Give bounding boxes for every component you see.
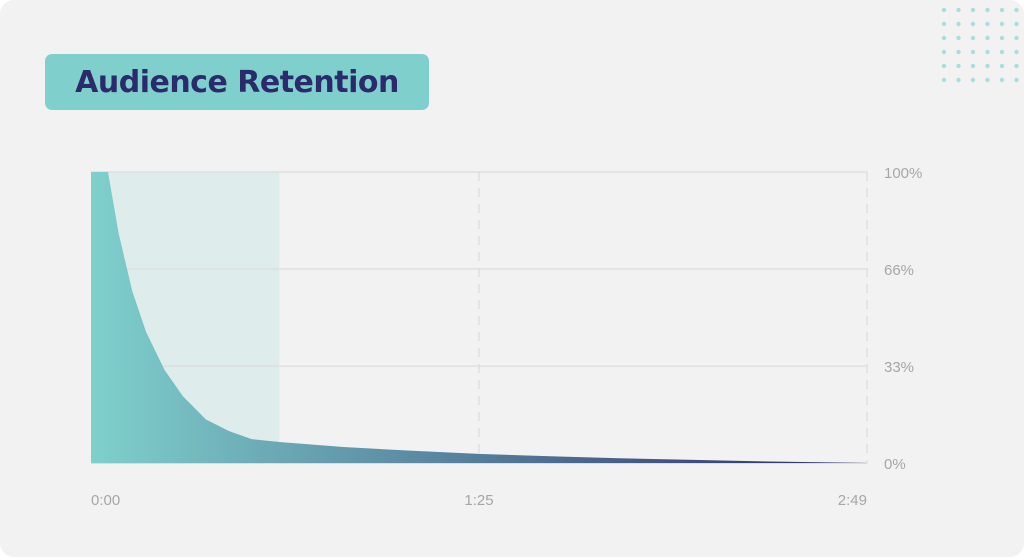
decoration-dot — [985, 21, 990, 27]
decoration-dot — [941, 7, 947, 13]
decoration-dot — [999, 49, 1005, 55]
x-tick-label: 1:25 — [464, 492, 493, 509]
decoration-dot — [985, 63, 990, 69]
decoration-dot — [985, 77, 990, 83]
decoration-dot — [956, 21, 961, 27]
title-badge: Audience Retention — [45, 54, 429, 110]
decoration-dot — [956, 63, 961, 69]
x-tick-label: 2:49 — [838, 492, 867, 509]
decoration-dot — [941, 49, 947, 55]
decoration-dot — [941, 21, 947, 27]
y-tick-label: 0% — [884, 456, 906, 473]
retention-area — [91, 172, 867, 463]
decoration-dot — [999, 35, 1005, 41]
decoration-dot — [970, 49, 976, 55]
decoration-dot — [1014, 77, 1019, 83]
decoration-dot — [956, 7, 961, 13]
decoration-dot — [970, 63, 976, 69]
decoration-dot — [1014, 7, 1019, 13]
decoration-dot — [970, 7, 976, 13]
decoration-dot — [985, 35, 990, 41]
y-tick-label: 33% — [884, 359, 914, 376]
decoration-dot — [970, 35, 976, 41]
decoration-dot — [1014, 63, 1019, 69]
decoration-dot — [956, 77, 961, 83]
decoration-dot — [956, 49, 961, 55]
decoration-dot — [970, 77, 976, 83]
decoration-dot — [1014, 21, 1019, 27]
decoration-dot — [941, 77, 947, 83]
y-tick-label: 100% — [884, 165, 922, 182]
decoration-dot — [1014, 49, 1019, 55]
decoration-dot — [941, 35, 947, 41]
decoration-dot — [999, 21, 1005, 27]
x-tick-label: 0:00 — [91, 492, 120, 509]
decoration-dot — [999, 7, 1005, 13]
decoration-dot — [999, 63, 1005, 69]
decoration-dot — [970, 21, 976, 27]
dot-grid-decoration — [941, 7, 1019, 83]
decoration-dot — [985, 7, 990, 13]
y-tick-label: 66% — [884, 262, 914, 279]
decoration-dot — [941, 63, 947, 69]
decoration-dot — [1014, 35, 1019, 41]
chart-title: Audience Retention — [75, 64, 399, 100]
decoration-dot — [956, 35, 961, 41]
decoration-dot — [985, 49, 990, 55]
decoration-dot — [999, 77, 1005, 83]
